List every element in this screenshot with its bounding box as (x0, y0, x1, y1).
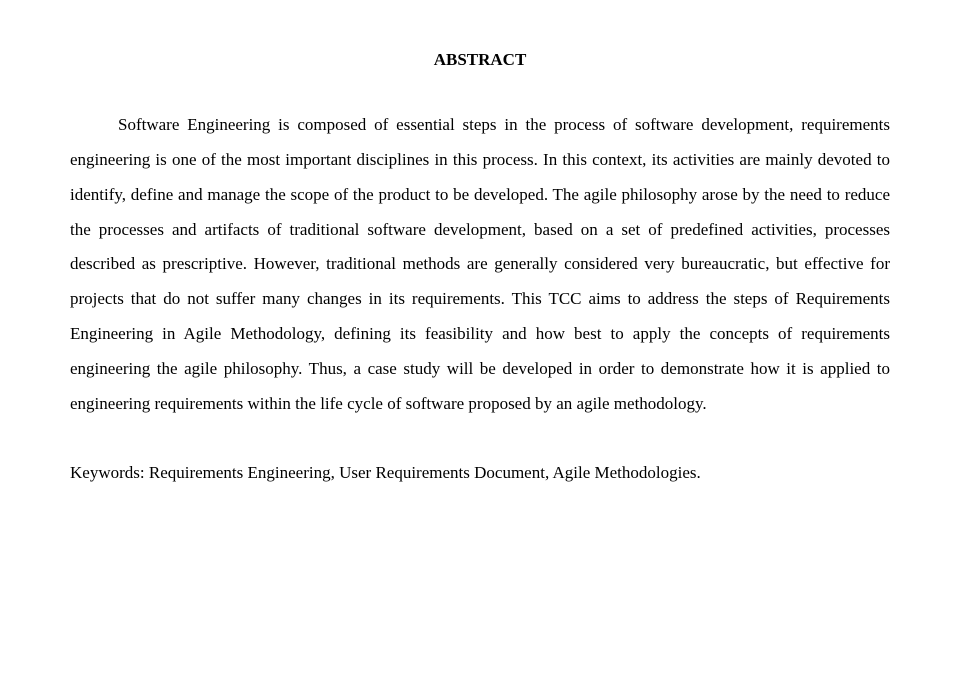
abstract-title: ABSTRACT (70, 50, 890, 70)
abstract-body: Software Engineering is composed of esse… (70, 108, 890, 422)
abstract-keywords: Keywords: Requirements Engineering, User… (70, 456, 890, 491)
